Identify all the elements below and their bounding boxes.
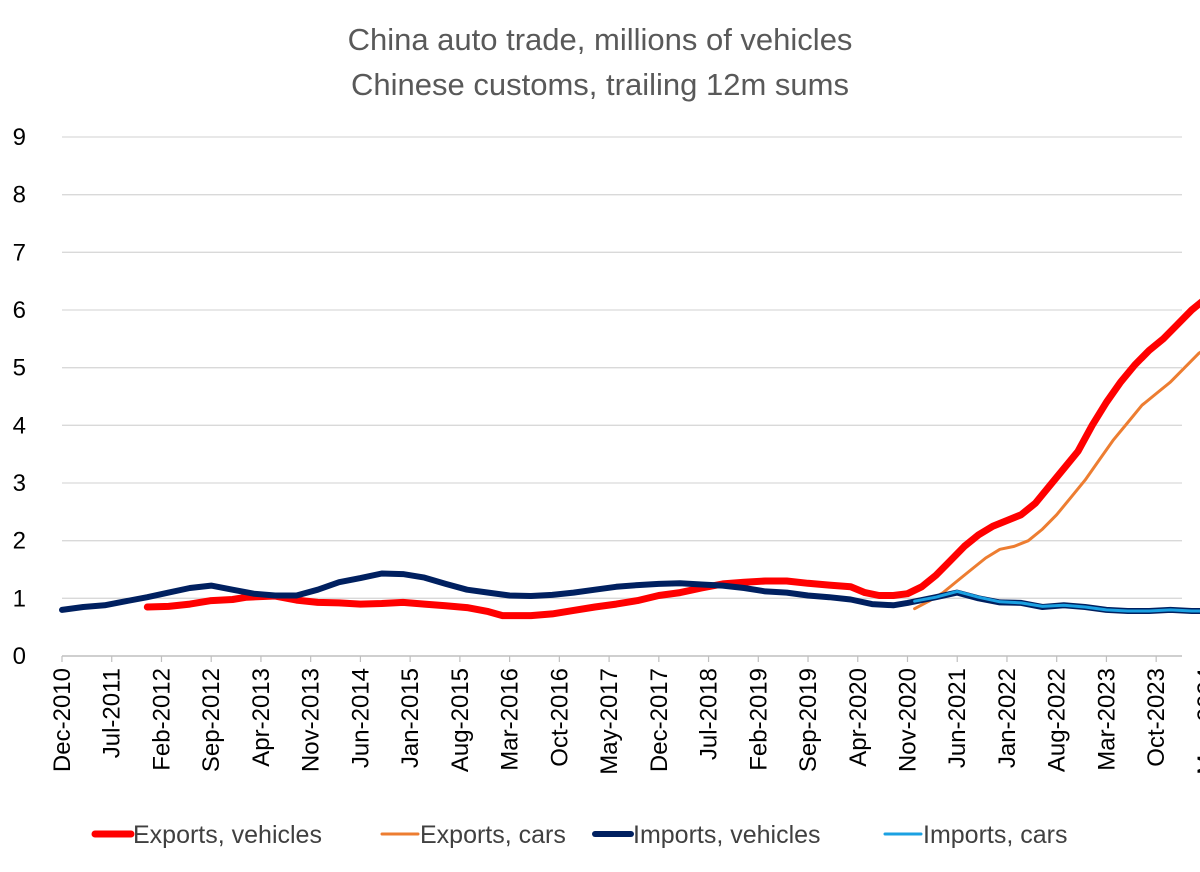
x-tick-label: Aug-2022 — [1044, 668, 1071, 772]
x-tick-label: Dec-2010 — [49, 668, 76, 772]
legend-label-imports-cars: Imports, cars — [923, 821, 1067, 849]
y-axis-tick-labels: 0 1 2 3 4 5 6 7 8 9 — [13, 124, 26, 670]
y-tick-label: 1 — [13, 585, 26, 612]
x-tick-label: May-2024 — [1193, 668, 1200, 775]
chart-title-line-2: Chinese customs, trailing 12m sums — [351, 67, 849, 102]
x-tick-label: Jul-2011 — [99, 668, 126, 758]
y-tick-label: 0 — [13, 643, 26, 670]
x-tick-label: Oct-2023 — [1143, 668, 1170, 767]
y-tick-label: 2 — [13, 528, 26, 555]
series-line-exports-vehicles — [143, 298, 1200, 620]
x-tick-label: Mar-2016 — [497, 668, 524, 771]
x-tick-label: Jan-2022 — [994, 668, 1021, 768]
y-tick-label: 8 — [13, 182, 26, 209]
x-tick-label: Dec-2017 — [646, 668, 673, 772]
x-tick-label: Aug-2015 — [447, 668, 474, 772]
gridlines — [62, 136, 1182, 599]
x-tick-label: Apr-2013 — [248, 668, 275, 767]
x-tick-label: Jan-2015 — [397, 668, 424, 768]
legend-label-exports-vehicles: Exports, vehicles — [133, 821, 322, 849]
y-tick-label: 9 — [13, 124, 26, 151]
x-tick-label: Feb-2012 — [148, 668, 175, 771]
x-tick-label: Sep-2019 — [795, 668, 822, 772]
chart-title-line-1: China auto trade, millions of vehicles — [348, 22, 853, 57]
legend: Exports, vehicles Exports, cars Imports, v… — [91, 821, 1067, 849]
legend-label-exports-cars: Exports, cars — [420, 821, 566, 849]
series-line-exports-cars — [913, 350, 1200, 611]
x-tick-label: Oct-2016 — [546, 668, 573, 767]
y-tick-label: 5 — [13, 355, 26, 382]
x-tick-label: Apr-2020 — [845, 668, 872, 767]
x-tick-label: Nov-2020 — [894, 668, 921, 772]
x-tick-label: Feb-2019 — [745, 668, 772, 771]
x-tick-label: Sep-2012 — [198, 668, 225, 772]
series-lines — [59, 298, 1200, 620]
x-axis: Dec-2010 Jul-2011 Feb-2012 Sep-2012 Apr-2013… — [49, 655, 1200, 775]
series-line-imports-cars — [913, 589, 1200, 613]
x-tick-label: Jun-2014 — [347, 668, 374, 768]
legend-label-imports-vehicles: Imports, vehicles — [633, 821, 821, 849]
x-tick-label: Mar-2023 — [1093, 668, 1120, 771]
y-tick-label: 6 — [13, 297, 26, 324]
x-tick-label: Jul-2018 — [696, 668, 723, 760]
x-tick-label: Nov-2013 — [298, 668, 325, 772]
y-tick-label: 4 — [13, 412, 26, 439]
x-tick-label: Jun-2021 — [944, 668, 971, 768]
y-tick-label: 7 — [13, 239, 26, 266]
y-tick-label: 3 — [13, 470, 26, 497]
x-tick-label: May-2017 — [596, 668, 623, 775]
chart-title: China auto trade, millions of vehicles Ch… — [348, 22, 853, 102]
